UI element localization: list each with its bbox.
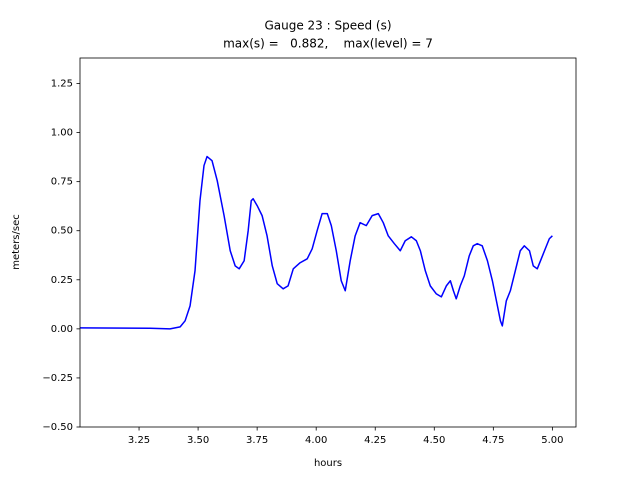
y-tick-label: 1.00 <box>51 128 73 139</box>
chart-title: Gauge 23 : Speed (s) <box>264 19 391 33</box>
x-tick-label: 4.00 <box>305 435 327 446</box>
y-axis-label: meters/sec <box>11 214 22 270</box>
x-tick-label: 4.75 <box>482 435 504 446</box>
chart-subtitle: max(s) = 0.882, max(level) = 7 <box>223 37 433 51</box>
x-tick-label: 3.50 <box>187 435 209 446</box>
x-tick-label: 4.25 <box>364 435 386 446</box>
y-tick-label: 0.00 <box>51 324 73 335</box>
x-tick-label: 3.75 <box>246 435 268 446</box>
x-tick-label: 3.25 <box>128 435 150 446</box>
y-tick-label: −0.50 <box>42 422 73 433</box>
x-axis-label: hours <box>314 458 342 469</box>
x-tick-label: 5.00 <box>541 435 563 446</box>
y-tick-label: 0.75 <box>51 177 73 188</box>
y-tick-label: 0.25 <box>51 275 73 286</box>
plot-frame <box>79 57 577 428</box>
data-line <box>79 155 553 330</box>
x-tick-label: 4.50 <box>423 435 445 446</box>
y-tick-label: 0.50 <box>51 226 73 237</box>
y-tick-label: 1.25 <box>51 79 73 90</box>
y-tick-label: −0.25 <box>42 373 73 384</box>
